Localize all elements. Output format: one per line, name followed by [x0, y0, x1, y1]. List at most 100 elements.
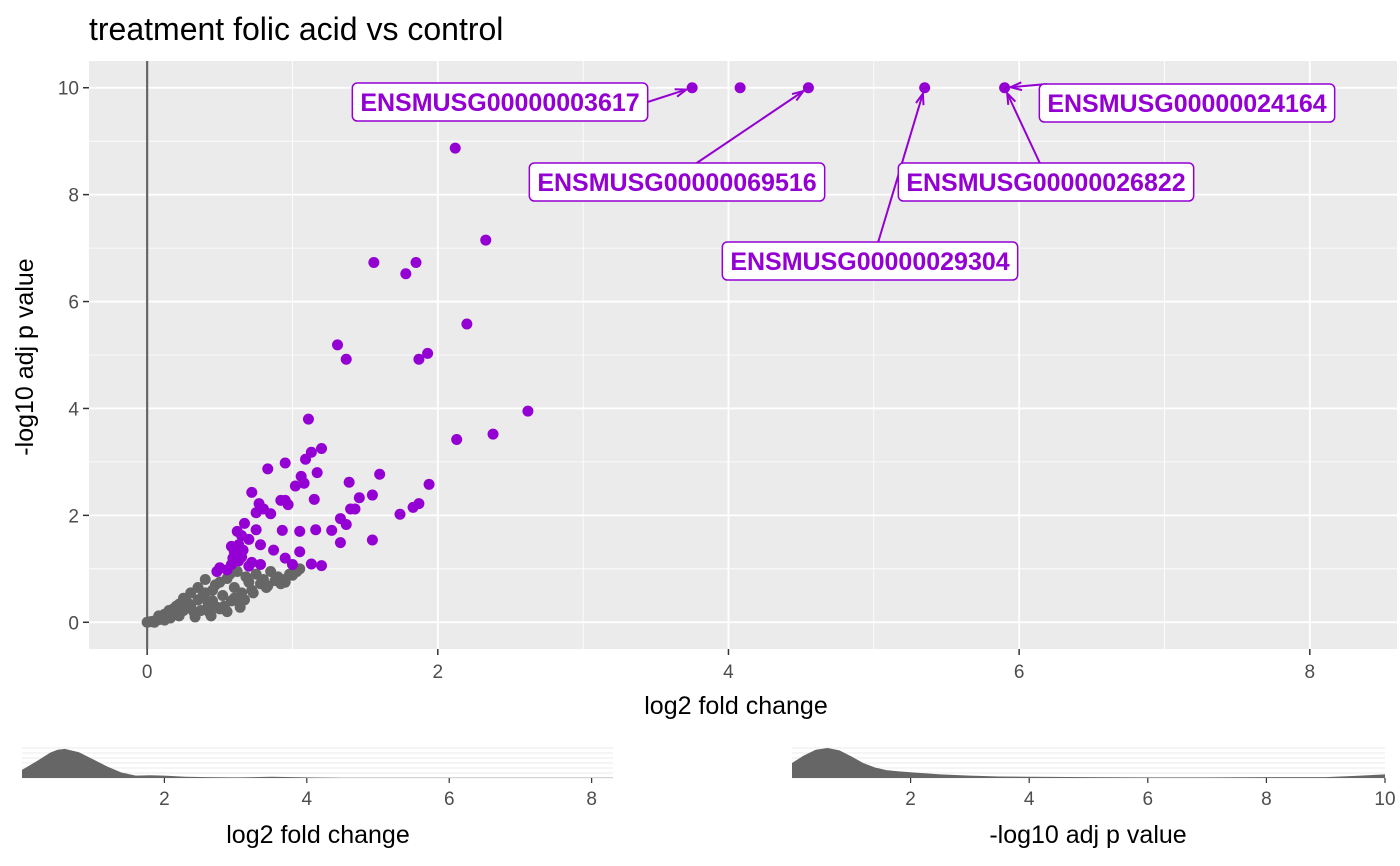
data-point — [279, 552, 291, 564]
data-point — [999, 82, 1011, 94]
gene-label-box — [1038, 83, 1336, 123]
gene-label-text: ENSMUSG00000026822 — [906, 169, 1185, 197]
data-point — [247, 587, 259, 599]
x-tick-label: 2 — [433, 662, 444, 683]
data-point — [233, 555, 245, 567]
density-tick-label: 2 — [159, 789, 170, 810]
density1-area — [22, 748, 613, 778]
gene-label-text: ENSMUSG00000069516 — [537, 169, 816, 197]
connector-arrowhead — [915, 90, 925, 106]
gene-label: ENSMUSG00000024164 — [1038, 83, 1336, 123]
gene-label: ENSMUSG00000029304 — [721, 241, 1019, 281]
data-point — [374, 468, 386, 480]
density-tick-label: 10 — [1374, 789, 1395, 810]
data-point — [326, 524, 338, 536]
x-tick-label: 8 — [1305, 662, 1316, 683]
density1-x-title: log2 fold change — [226, 821, 409, 849]
data-point — [221, 606, 233, 618]
gene-label: ENSMUSG00000069516 — [528, 162, 826, 202]
data-point — [400, 268, 412, 280]
y-tick-label: 2 — [68, 506, 79, 527]
data-point — [919, 82, 931, 94]
data-point — [410, 257, 422, 269]
y-tick-label: 8 — [68, 186, 79, 207]
gene-label: ENSMUSG00000003617 — [351, 82, 649, 122]
data-point — [413, 353, 425, 365]
data-point — [302, 413, 314, 425]
data-point — [205, 610, 217, 622]
data-point — [246, 486, 258, 498]
y-axis-ticks: 0 2 4 6 8 10 — [58, 79, 89, 634]
data-point — [275, 578, 287, 590]
scatter-points — [141, 82, 1011, 628]
data-point — [394, 508, 406, 520]
data-point — [177, 592, 189, 604]
data-point — [461, 318, 473, 330]
connector-line — [647, 89, 684, 103]
density1-ticks: 2 4 6 8 — [159, 778, 597, 810]
data-point — [366, 489, 378, 501]
data-point — [451, 433, 463, 445]
data-point — [305, 558, 317, 570]
data-point — [239, 517, 251, 529]
density-panel-pvalue: 2 4 6 8 10 — [792, 747, 1396, 810]
data-point — [422, 347, 434, 359]
connector-arrowhead — [791, 89, 806, 102]
data-point — [260, 582, 272, 594]
data-point — [316, 560, 328, 572]
connector-line — [696, 91, 802, 164]
data-point — [250, 524, 262, 536]
connector-arrowhead — [674, 88, 690, 98]
x-tick-label: 0 — [142, 662, 153, 683]
data-point — [286, 559, 298, 571]
y-tick-label: 4 — [68, 399, 79, 420]
data-point — [246, 556, 258, 568]
data-point — [332, 339, 344, 351]
data-point — [308, 493, 320, 505]
data-point — [340, 518, 352, 530]
data-point — [279, 457, 291, 469]
data-point — [276, 524, 288, 536]
gene-label-box — [528, 162, 826, 202]
connector-arrowhead — [1007, 81, 1023, 92]
chart-title: treatment folic acid vs control — [89, 11, 503, 47]
y-axis-title: -log10 adj p value — [11, 258, 39, 455]
data-point — [343, 476, 355, 488]
gene-label-box — [897, 162, 1195, 202]
data-point — [686, 82, 698, 94]
gene-label: ENSMUSG00000026822 — [897, 162, 1195, 202]
data-point — [294, 546, 306, 558]
data-point — [254, 559, 266, 571]
data-point — [449, 142, 461, 154]
data-point — [298, 477, 310, 489]
data-point — [153, 610, 165, 622]
data-point — [480, 234, 492, 246]
density-tick-label: 8 — [586, 789, 597, 810]
density-tick-label: 6 — [1143, 789, 1154, 810]
x-tick-label: 6 — [1014, 662, 1025, 683]
data-point — [250, 507, 262, 519]
data-point — [334, 537, 346, 549]
gene-label-text: ENSMUSG00000003617 — [360, 89, 639, 117]
data-point — [305, 446, 317, 458]
density2-ticks: 2 4 6 8 10 — [905, 778, 1396, 810]
density-tick-label: 4 — [302, 789, 313, 810]
data-point — [413, 498, 425, 510]
data-point — [282, 499, 294, 511]
data-point — [228, 592, 240, 604]
data-point — [207, 595, 219, 607]
data-point — [234, 601, 246, 613]
density2-x-title: -log10 adj p value — [989, 821, 1186, 849]
data-point — [366, 534, 378, 546]
data-point — [310, 524, 322, 536]
data-point — [353, 492, 365, 504]
data-point — [199, 574, 211, 586]
gene-label-box — [721, 241, 1019, 281]
data-point — [211, 565, 223, 577]
data-point — [265, 508, 277, 520]
gene-label-box — [351, 82, 649, 122]
data-point — [221, 564, 233, 576]
data-point — [423, 478, 435, 490]
